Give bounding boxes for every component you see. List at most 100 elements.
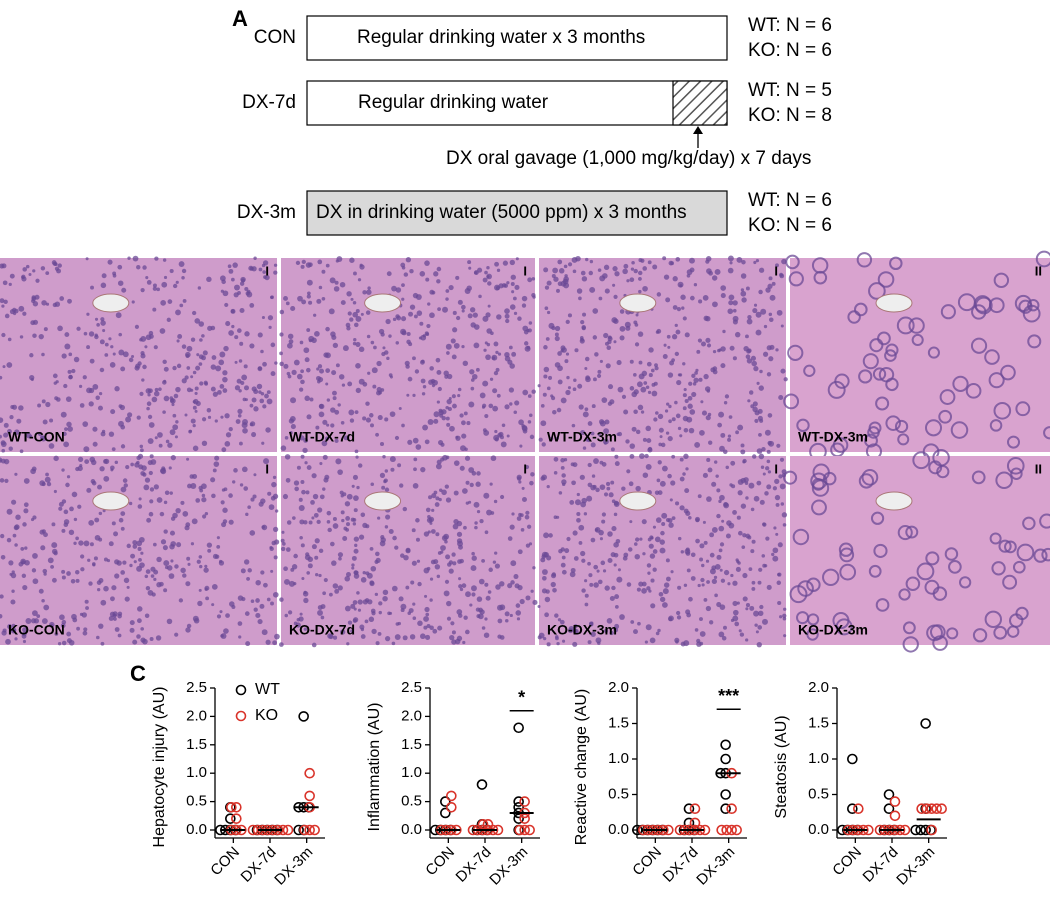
nucleus [343, 435, 349, 441]
nucleus [655, 517, 662, 523]
nucleus [112, 352, 116, 356]
nucleus [452, 523, 459, 530]
nucleus [435, 463, 442, 470]
nucleus [767, 413, 773, 418]
nucleus [628, 481, 634, 487]
nucleus [553, 456, 559, 462]
nucleus [629, 520, 633, 524]
nucleus [497, 634, 502, 639]
nucleus [415, 294, 422, 300]
nucleus [657, 628, 661, 633]
nucleus [376, 390, 382, 396]
nucleus [306, 571, 310, 575]
nucleus [551, 325, 556, 331]
nucleus [517, 584, 523, 591]
nucleus [354, 543, 358, 548]
nucleus [394, 634, 401, 640]
nucleus [754, 418, 759, 423]
nucleus [24, 546, 28, 550]
nucleus [502, 260, 509, 266]
nucleus [902, 621, 916, 635]
nucleus [291, 369, 297, 375]
nucleus [328, 308, 335, 315]
nucleus [597, 369, 602, 374]
nucleus [718, 548, 723, 553]
histology-image [0, 453, 280, 647]
nucleus [483, 632, 490, 638]
data-point [731, 824, 742, 836]
nucleus [401, 283, 405, 288]
nucleus [582, 312, 587, 317]
nucleus [508, 345, 513, 350]
nucleus [654, 490, 660, 495]
nucleus [210, 325, 216, 331]
nucleus [216, 614, 222, 619]
nucleus [796, 418, 810, 433]
nucleus [597, 579, 603, 585]
nucleus [485, 595, 491, 601]
nucleus [594, 352, 599, 357]
nucleus [163, 366, 169, 372]
nucleus [645, 624, 652, 631]
nucleus [136, 265, 141, 270]
nucleus [203, 567, 209, 573]
nucleus [521, 486, 525, 490]
nucleus [617, 568, 621, 572]
nucleus [543, 532, 549, 539]
nucleus [319, 494, 325, 500]
nucleus [787, 344, 804, 361]
nucleus [745, 533, 751, 539]
nucleus [714, 593, 718, 598]
nucleus [431, 508, 435, 512]
nucleus [732, 600, 738, 607]
nucleus [581, 588, 586, 593]
nucleus [674, 501, 680, 506]
nucleus [578, 296, 582, 301]
nucleus [719, 494, 725, 501]
nucleus [401, 423, 405, 428]
nucleus [55, 380, 59, 384]
nucleus [42, 419, 48, 425]
nucleus [497, 352, 502, 356]
nucleus [270, 371, 276, 377]
nucleus [554, 325, 561, 332]
nucleus [604, 585, 610, 591]
nucleus [753, 260, 757, 265]
nucleus [370, 482, 375, 487]
data-point [632, 824, 643, 836]
nucleus [332, 396, 337, 401]
nucleus [561, 473, 566, 478]
nucleus [355, 309, 360, 314]
nucleus [154, 387, 159, 392]
nucleus [864, 433, 878, 448]
nucleus [409, 304, 416, 310]
nucleus [740, 273, 747, 279]
nucleus [225, 321, 231, 327]
nucleus [354, 449, 359, 454]
legend-label: KO [255, 707, 278, 724]
nucleus [147, 414, 153, 419]
nucleus [391, 285, 397, 292]
nucleus [162, 545, 168, 551]
nucleus [144, 613, 150, 619]
protocol-text: DX in drinking water (5000 ppm) x 3 mont… [316, 202, 687, 223]
nucleus [114, 573, 120, 579]
nucleus [661, 512, 668, 519]
nucleus [710, 367, 716, 373]
nucleus [745, 607, 749, 611]
nucleus [86, 345, 91, 350]
nucleus [916, 562, 935, 581]
nucleus [493, 499, 498, 504]
nucleus [754, 410, 760, 416]
nucleus [149, 487, 155, 492]
nucleus [251, 386, 257, 392]
nucleus [631, 260, 635, 265]
nucleus [689, 409, 696, 415]
nucleus [185, 522, 191, 528]
nucleus [352, 522, 357, 526]
nucleus [532, 566, 536, 570]
nucleus [582, 446, 587, 450]
nucleus [214, 419, 218, 423]
nucleus [504, 404, 510, 410]
nucleus [587, 561, 591, 566]
